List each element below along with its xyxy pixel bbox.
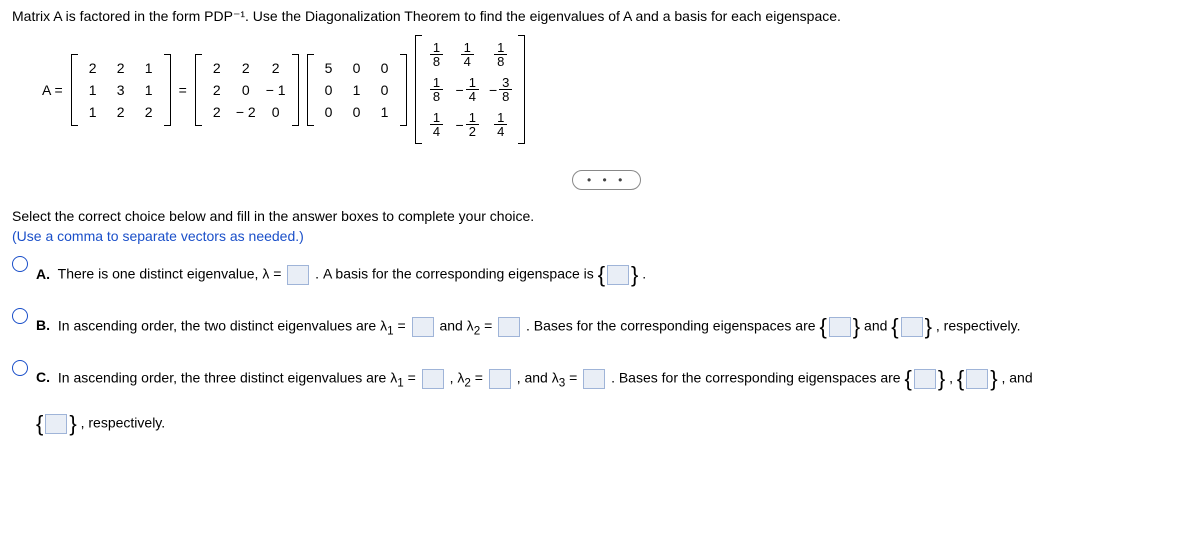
matrix-D: 500010001 bbox=[307, 54, 407, 126]
matrix-cell: −38 bbox=[489, 76, 512, 103]
input-B-lambda1[interactable] bbox=[412, 317, 434, 337]
matrix-cell: 2 bbox=[84, 60, 102, 76]
choice-A-text2: . A basis for the corresponding eigenspa… bbox=[315, 266, 598, 282]
choice-C-t9: , and bbox=[1001, 369, 1032, 385]
matrix-cell: 2 bbox=[140, 104, 158, 120]
matrix-cell: 2 bbox=[208, 60, 226, 76]
radio-C[interactable] bbox=[12, 360, 28, 376]
choice-B-t7: , respectively. bbox=[936, 317, 1021, 333]
question-prompt: Matrix A is factored in the form PDP⁻¹. … bbox=[12, 8, 1188, 25]
matrix-cell: 2 bbox=[112, 104, 130, 120]
choice-C-t7: . Bases for the corresponding eigenspace… bbox=[611, 369, 904, 385]
radio-B[interactable] bbox=[12, 308, 28, 324]
input-C-basis3[interactable] bbox=[45, 414, 67, 434]
matrix-Pinv: 18 14 18 18 −14 −38 14 −12 14 bbox=[415, 35, 526, 144]
choice-C-t10: , respectively. bbox=[81, 415, 166, 431]
instruction-2: (Use a comma to separate vectors as need… bbox=[12, 228, 1188, 244]
matrix-cell: 18 bbox=[489, 41, 512, 68]
matrix-cell: 2 bbox=[236, 60, 256, 76]
matrix-cell: 14 bbox=[456, 41, 479, 68]
choice-B-t2: = bbox=[397, 317, 409, 333]
matrix-cell: 2 bbox=[266, 60, 286, 76]
matrix-cell: − 2 bbox=[236, 104, 256, 120]
matrix-cell: 1 bbox=[140, 60, 158, 76]
brace-open: { bbox=[598, 262, 605, 287]
matrix-cell: 2 bbox=[208, 82, 226, 98]
choice-C-t4: = bbox=[475, 369, 487, 385]
matrix-cell: 3 bbox=[112, 82, 130, 98]
choice-C: C. In ascending order, the three distinc… bbox=[12, 358, 1188, 446]
matrix-cell: 2 bbox=[112, 60, 130, 76]
input-C-lambda1[interactable] bbox=[422, 369, 444, 389]
matrix-cell: 0 bbox=[266, 104, 286, 120]
radio-A[interactable] bbox=[12, 256, 28, 272]
input-B-basis1[interactable] bbox=[829, 317, 851, 337]
input-B-lambda2[interactable] bbox=[498, 317, 520, 337]
instruction-1: Select the correct choice below and fill… bbox=[12, 208, 1188, 224]
matrix-cell: 18 bbox=[428, 76, 446, 103]
choice-B-t5: . Bases for the corresponding eigenspace… bbox=[526, 317, 819, 333]
choice-A-text1: There is one distinct eigenvalue, λ = bbox=[58, 266, 282, 282]
matrix-A: 221131122 bbox=[71, 54, 171, 126]
matrix-cell: 0 bbox=[376, 60, 394, 76]
matrix-cell: 2 bbox=[208, 104, 226, 120]
matrix-cell: 1 bbox=[84, 82, 102, 98]
choice-A-label: A. bbox=[36, 266, 50, 282]
matrix-cell: 0 bbox=[236, 82, 256, 98]
matrix-cell: 0 bbox=[348, 60, 366, 76]
equals: = bbox=[179, 82, 187, 98]
choice-B-t6: and bbox=[864, 317, 891, 333]
matrix-cell: 0 bbox=[320, 104, 338, 120]
input-C-lambda3[interactable] bbox=[583, 369, 605, 389]
choice-C-t2: = bbox=[408, 369, 420, 385]
choice-C-t5: , and λ bbox=[517, 369, 559, 385]
matrix-cell: 0 bbox=[320, 82, 338, 98]
choice-C-t1: In ascending order, the three distinct e… bbox=[58, 369, 397, 385]
choice-B: B. In ascending order, the two distinct … bbox=[12, 306, 1188, 348]
matrix-cell: 1 bbox=[376, 104, 394, 120]
input-C-basis2[interactable] bbox=[966, 369, 988, 389]
matrix-cell: 1 bbox=[84, 104, 102, 120]
choice-B-t1: In ascending order, the two distinct eig… bbox=[58, 317, 387, 333]
choice-C-t8: , bbox=[949, 369, 957, 385]
lhs: A = bbox=[42, 82, 63, 98]
matrix-P: 22220− 12− 20 bbox=[195, 54, 299, 126]
input-A-basis[interactable] bbox=[607, 265, 629, 285]
matrix-cell: 0 bbox=[376, 82, 394, 98]
matrix-cell: 1 bbox=[348, 82, 366, 98]
choice-B-t3: and λ bbox=[439, 317, 473, 333]
matrix-cell: − 1 bbox=[266, 82, 286, 98]
choice-B-label: B. bbox=[36, 317, 50, 333]
matrix-cell: 1 bbox=[140, 82, 158, 98]
ellipsis-pill[interactable]: • • • bbox=[572, 170, 641, 190]
choice-C-t3: , λ bbox=[450, 369, 465, 385]
matrix-cell: 14 bbox=[428, 111, 446, 138]
brace-close: } bbox=[631, 262, 638, 287]
input-C-lambda2[interactable] bbox=[489, 369, 511, 389]
choice-C-t6: = bbox=[569, 369, 581, 385]
matrix-cell: 5 bbox=[320, 60, 338, 76]
choice-A-text3: . bbox=[642, 266, 646, 282]
matrix-cell: −12 bbox=[456, 111, 479, 138]
choice-B-t4: = bbox=[484, 317, 496, 333]
input-B-basis2[interactable] bbox=[901, 317, 923, 337]
matrix-cell: −14 bbox=[456, 76, 479, 103]
matrix-cell: 0 bbox=[348, 104, 366, 120]
choice-C-label: C. bbox=[36, 369, 50, 385]
matrix-cell: 14 bbox=[489, 111, 512, 138]
equation: A = 221131122 = 22220− 12− 20 500010001 … bbox=[42, 35, 1188, 144]
choice-A: A. There is one distinct eigenvalue, λ =… bbox=[12, 254, 1188, 296]
input-C-basis1[interactable] bbox=[914, 369, 936, 389]
input-A-lambda[interactable] bbox=[287, 265, 309, 285]
matrix-cell: 18 bbox=[428, 41, 446, 68]
